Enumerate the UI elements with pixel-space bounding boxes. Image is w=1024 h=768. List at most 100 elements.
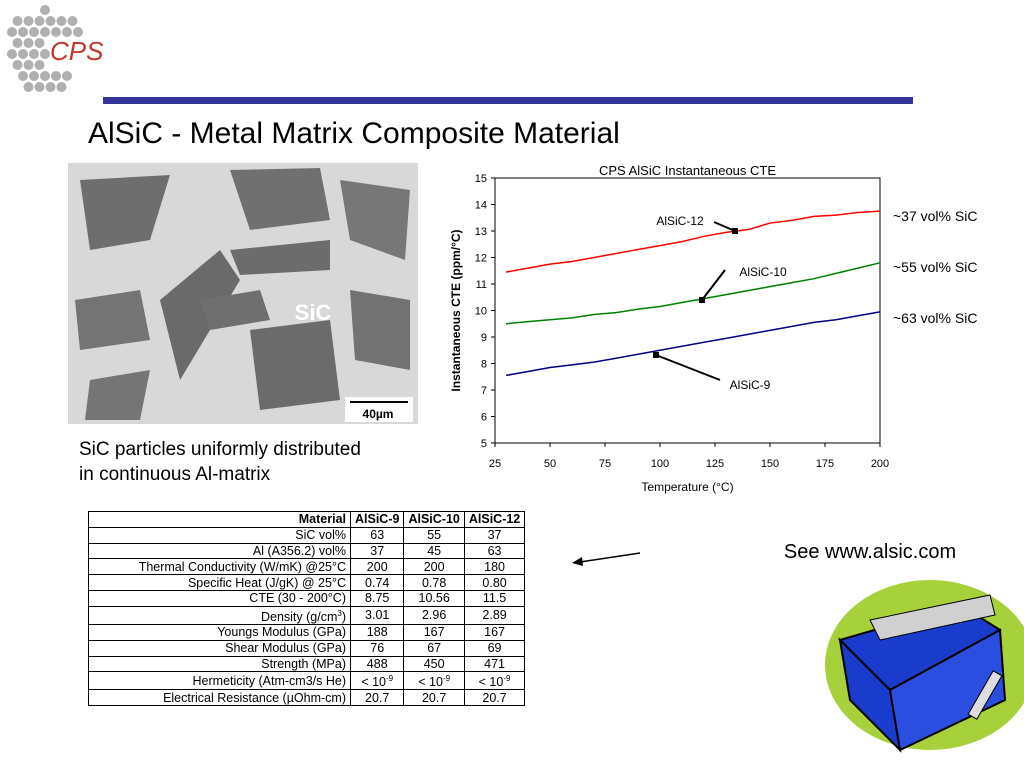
table-cell: 167 [463, 623, 526, 641]
table-row: Shear Modulus (GPa) 76 67 69 [88, 639, 526, 657]
table-cell: Hermeticity (Atm-cm3/s He) [88, 671, 351, 691]
y-tick-label: 12 [475, 253, 487, 265]
table-cell: 200 [403, 558, 465, 576]
table-row: Thermal Conductivity (W/mK) @25°C 200 200 1… [88, 558, 526, 576]
table-cell: 3.01 [349, 605, 405, 625]
series-annotation: AlSiC-9 [730, 378, 771, 392]
x-tick-label: 175 [816, 458, 834, 470]
note-arrow-head [572, 557, 583, 566]
cell-text: < 10 [361, 675, 386, 690]
series-annotation: AlSiC-12 [656, 214, 704, 228]
table-row: Al (A356.2) vol% 37 45 63 [88, 542, 526, 560]
table-cell: 20.7 [349, 689, 405, 707]
micrograph: SiC 40µm [68, 163, 418, 424]
cell-text: 3 [337, 608, 342, 618]
y-tick-label: 14 [475, 200, 487, 212]
table-row: Electrical Resistance (µOhm-cm) 20.7 20.7 2… [88, 689, 526, 707]
table-cell: Youngs Modulus (GPa) [88, 623, 351, 641]
table-cell: < 10-9 [463, 671, 526, 691]
table-cell: AlSiC-10 [403, 511, 465, 528]
table-cell: 63 [349, 526, 405, 544]
table-cell: Al (A356.2) vol% [88, 542, 351, 560]
table-cell: 188 [349, 623, 405, 641]
table-cell: 2.89 [463, 605, 526, 625]
table-row: SiC vol% 63 55 37 [88, 526, 526, 544]
note-arrow [579, 552, 641, 563]
table-cell: 37 [463, 526, 526, 544]
x-tick-label: 75 [599, 458, 611, 470]
y-axis-label: Instantaneous CTE (ppm/°C) [449, 229, 463, 391]
table-cell: 8.75 [349, 589, 405, 607]
table-row: Specific Heat (J/gK) @ 25°C 0.74 0.78 0.80 [88, 574, 526, 591]
table-cell: Specific Heat (J/gK) @ 25°C [88, 574, 351, 591]
table-cell: < 10-9 [403, 671, 465, 691]
cell-text: -9 [503, 674, 511, 684]
table-cell: 200 [349, 558, 405, 576]
table-row: Density (g/cm3) 3.01 2.96 2.89 [88, 605, 526, 625]
table-cell: 69 [463, 639, 526, 657]
series-side-label: ~63 vol% SiC [893, 310, 977, 326]
table-cell: 11.5 [463, 589, 526, 607]
y-tick-label: 13 [475, 226, 487, 238]
table-cell: Density (g/cm3) [88, 605, 351, 625]
table-cell: 10.56 [403, 589, 465, 607]
x-tick-label: 200 [871, 458, 889, 470]
table-cell: 180 [463, 558, 526, 576]
note: See www.alsic.com [784, 541, 956, 563]
table-cell: 20.7 [403, 689, 465, 707]
series-annotation: AlSiC-10 [739, 265, 787, 279]
table-cell: AlSiC-9 [349, 511, 405, 528]
annotation-arrow [713, 221, 736, 232]
table-cell: 37 [349, 542, 405, 560]
series-side-label: ~55 vol% SiC [893, 259, 977, 275]
table-cell: 0.78 [403, 574, 465, 591]
table-row: Youngs Modulus (GPa) 188 167 167 [88, 623, 526, 641]
series-line [505, 262, 881, 325]
table-cell: 0.74 [349, 574, 405, 591]
toolbox-clipart [825, 580, 1024, 753]
cell-text: < 10 [418, 675, 443, 690]
table-cell: Strength (MPa) [88, 655, 351, 673]
slide-title: AlSiC - Metal Matrix Composite Material [88, 117, 620, 150]
table-cell: Shear Modulus (GPa) [88, 639, 351, 657]
annotation-arrow-head [732, 228, 738, 234]
table-cell: 63 [463, 542, 526, 560]
scale-label: 40µm [363, 407, 394, 421]
title-bar [103, 97, 913, 104]
y-tick-label: 9 [481, 332, 487, 344]
x-tick-label: 25 [489, 458, 501, 470]
annotation-arrow-head [699, 297, 705, 303]
cell-text: < 10 [478, 675, 504, 690]
properties-table: Material AlSiC-9 AlSiC-10 AlSiC-12 SiC vol% 6… [88, 511, 526, 707]
table-cell: 167 [403, 623, 465, 641]
table-cell: 0.80 [463, 574, 526, 591]
table-cell: 76 [349, 639, 405, 657]
table-row: Strength (MPa) 488 450 471 [88, 655, 526, 673]
annotation-arrow [701, 269, 726, 301]
x-tick-label: 50 [544, 458, 556, 470]
cell-text: -9 [386, 674, 394, 684]
table-cell: 471 [463, 655, 526, 673]
table-cell: 488 [349, 655, 405, 673]
image-label: SiC [295, 300, 332, 325]
table-cell: CTE (30 - 200°C) [88, 589, 351, 607]
table-cell: 450 [403, 655, 465, 673]
y-tick-label: 6 [481, 412, 487, 424]
caption: SiC particles uniformly distributed [79, 439, 361, 460]
y-tick-label: 15 [475, 173, 487, 185]
series-line [505, 311, 881, 377]
annotation-arrow [655, 354, 721, 381]
x-tick-label: 150 [761, 458, 779, 470]
table-cell: Thermal Conductivity (W/mK) @25°C [88, 558, 351, 576]
x-tick-label: 125 [706, 458, 724, 470]
y-tick-label: 7 [481, 385, 487, 397]
annotation-arrow-head [653, 352, 659, 358]
table-cell: 2.96 [403, 605, 465, 625]
table-header: Material AlSiC-9 AlSiC-10 AlSiC-12 [88, 511, 526, 528]
series-line [505, 210, 881, 273]
series-side-label: ~37 vol% SiC [893, 208, 977, 224]
table-cell: AlSiC-12 [463, 511, 526, 528]
caption: in continuous Al-matrix [79, 464, 271, 485]
